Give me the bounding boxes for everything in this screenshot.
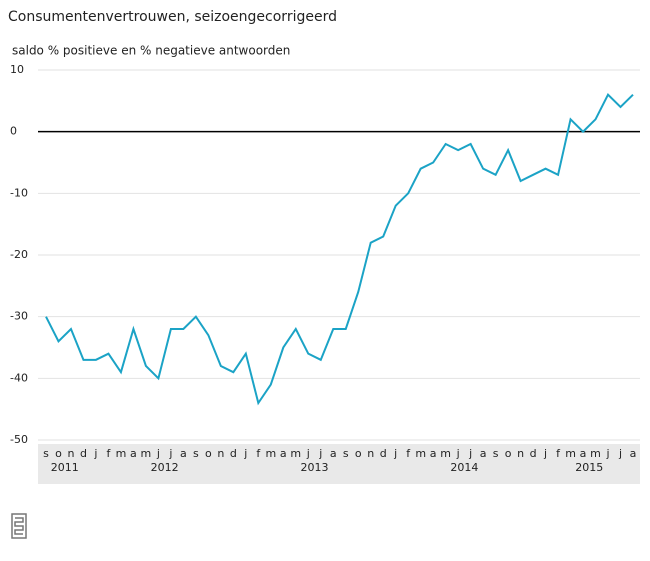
x-tick-label: j <box>543 447 547 460</box>
x-tick-label: j <box>393 447 397 460</box>
x-tick-label: j <box>93 447 97 460</box>
x-tick-label: a <box>280 447 287 460</box>
x-tick-label: o <box>205 447 212 460</box>
y-tick-label: 10 <box>10 63 24 76</box>
x-tick-label: a <box>430 447 437 460</box>
x-tick-label: a <box>630 447 637 460</box>
x-tick-label: m <box>565 447 576 460</box>
x-tick-label: a <box>480 447 487 460</box>
x-tick-label: f <box>556 447 561 460</box>
x-tick-label: a <box>180 447 187 460</box>
year-label: 2011 <box>51 461 79 474</box>
x-tick-label: n <box>517 447 524 460</box>
x-tick-label: m <box>290 447 301 460</box>
x-tick-label: d <box>530 447 537 460</box>
x-tick-label: m <box>141 447 152 460</box>
year-label: 2015 <box>575 461 603 474</box>
x-tick-label: d <box>80 447 87 460</box>
x-tick-label: n <box>217 447 224 460</box>
x-tick-label: o <box>505 447 512 460</box>
logo <box>11 513 27 539</box>
x-tick-label: a <box>330 447 337 460</box>
x-tick-label: s <box>193 447 199 460</box>
x-tick-label: s <box>43 447 49 460</box>
x-tick-label: m <box>590 447 601 460</box>
year-label: 2014 <box>450 461 478 474</box>
y-tick-label: -30 <box>10 310 28 323</box>
x-tick-label: j <box>318 447 322 460</box>
x-tick-label: s <box>343 447 349 460</box>
x-tick-label: n <box>367 447 374 460</box>
y-tick-label: -10 <box>10 186 28 199</box>
series-line <box>45 92 634 406</box>
chart-title: Consumentenvertrouwen, seizoengecorrigee… <box>8 9 337 25</box>
x-tick-label: j <box>468 447 472 460</box>
x-tick-label: j <box>618 447 622 460</box>
chart-subtitle: saldo % positieve en % negatieve antwoor… <box>12 44 290 58</box>
x-tick-label: m <box>265 447 276 460</box>
x-tick-label: j <box>605 447 609 460</box>
y-tick-label: -40 <box>10 371 28 384</box>
x-tick-label: j <box>156 447 160 460</box>
x-tick-label: m <box>415 447 426 460</box>
x-tick-label: f <box>406 447 411 460</box>
x-tick-label: a <box>130 447 137 460</box>
x-axis-band <box>38 444 640 484</box>
year-label: 2012 <box>151 461 179 474</box>
x-tick-label: j <box>306 447 310 460</box>
y-tick-label: -20 <box>10 248 28 261</box>
x-tick-label: a <box>580 447 587 460</box>
x-tick-label: m <box>116 447 127 460</box>
x-tick-label: j <box>456 447 460 460</box>
year-label: 2013 <box>301 461 329 474</box>
y-tick-label: 0 <box>10 125 17 138</box>
y-tick-label: -50 <box>10 433 28 446</box>
x-tick-label: s <box>493 447 499 460</box>
x-tick-label: j <box>243 447 247 460</box>
x-tick-label: n <box>67 447 74 460</box>
x-tick-label: m <box>440 447 451 460</box>
x-tick-label: d <box>230 447 237 460</box>
x-tick-label: d <box>380 447 387 460</box>
x-tick-label: j <box>168 447 172 460</box>
x-tick-label: f <box>256 447 261 460</box>
x-tick-label: o <box>355 447 362 460</box>
x-tick-label: f <box>107 447 112 460</box>
x-tick-label: o <box>55 447 62 460</box>
